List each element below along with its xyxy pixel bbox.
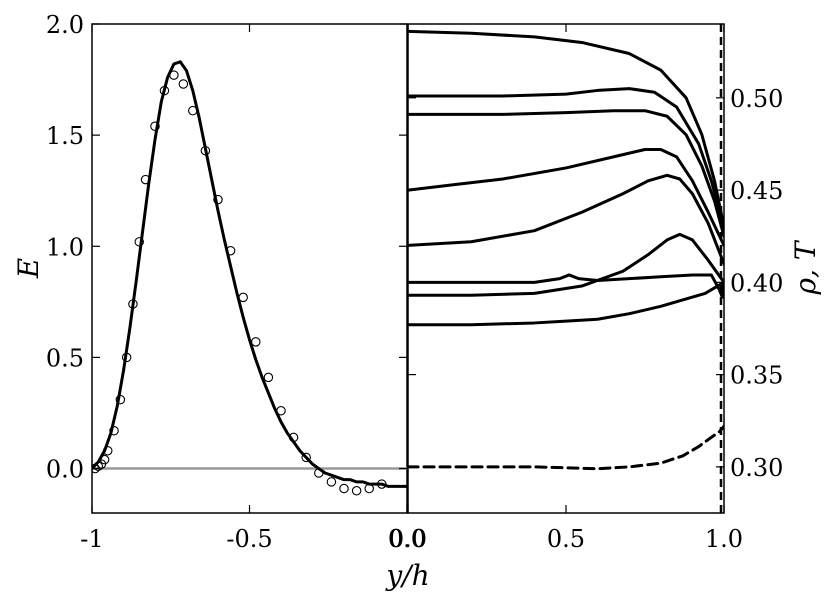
left-data-point: [134, 237, 145, 247]
right-y-tick-label: 0.45: [730, 177, 783, 205]
left-data-point: [339, 483, 349, 494]
left-data-point: [225, 245, 236, 256]
y-axis-label-right: ρ, T: [789, 239, 822, 295]
left-series-line-0: [92, 60, 407, 488]
left-data-point: [326, 477, 337, 487]
left-data-point: [188, 105, 198, 116]
right-series-line-1: [408, 87, 724, 229]
left-panel: -1 -0.5 0.0 0.0 0.5 1.0 1.5 2.0: [46, 11, 426, 553]
right-x-tick-label: 1.0: [705, 525, 743, 553]
right-dashed-series-line: [408, 424, 724, 471]
x-axis-label: y/h: [384, 559, 429, 592]
left-data-point: [128, 299, 138, 309]
right-x-tick-label: 0.5: [547, 525, 585, 553]
left-data-point: [109, 426, 119, 436]
left-data-point: [213, 194, 223, 205]
left-data-point: [314, 468, 324, 478]
right-series-line-0: [408, 29, 724, 229]
right-y-tick-label: 0.35: [730, 362, 783, 390]
right-series-line-7: [408, 273, 724, 299]
right-y-tick-label: 0.40: [730, 269, 783, 297]
left-data-point: [351, 486, 362, 496]
left-data-point: [200, 145, 211, 156]
left-data-point: [115, 394, 126, 405]
left-data-point: [364, 483, 374, 494]
right-series-line-5: [408, 232, 724, 297]
left-x-tick-label: 0.0: [388, 525, 426, 553]
left-data-point: [377, 479, 387, 489]
left-data-point: [159, 85, 170, 96]
y-axis-label-left: E: [12, 258, 45, 279]
left-plot-area: [92, 60, 407, 496]
left-data-point: [288, 432, 299, 443]
left-x-tick-label: -0.5: [226, 525, 272, 553]
left-y-tick-label: 2.0: [46, 11, 84, 39]
left-data-point: [93, 461, 104, 472]
left-y-tick-label: 0.0: [46, 456, 84, 484]
left-data-point: [103, 446, 113, 456]
right-series-line-4: [408, 173, 724, 266]
left-data-point: [150, 121, 160, 131]
left-y-tick-label: 1.0: [46, 233, 84, 261]
left-data-point: [140, 174, 151, 185]
right-panel: 0.0 0.5 1.0 0.30 0.35 0.40 0.45 0.50: [389, 23, 783, 553]
right-series-line-2: [408, 109, 724, 238]
right-series-line-3: [408, 147, 724, 247]
left-data-point: [276, 406, 286, 416]
left-data-point: [251, 337, 261, 347]
left-data-point: [169, 70, 179, 80]
left-y-tick-label: 0.5: [46, 344, 84, 372]
right-plot-area: [408, 24, 724, 513]
left-data-point: [238, 292, 248, 303]
right-y-tick-label: 0.50: [730, 85, 783, 113]
left-y-tick-label: 1.5: [46, 122, 84, 150]
left-data-point: [92, 463, 100, 474]
left-data-point: [121, 352, 132, 363]
right-x-tick-label: 0.0: [389, 525, 427, 553]
left-data-point: [263, 372, 274, 383]
left-data-point: [301, 452, 311, 463]
left-x-tick-label: -1: [80, 525, 103, 553]
right-y-tick-label: 0.30: [730, 454, 783, 482]
left-data-point: [99, 454, 110, 465]
left-data-point: [178, 79, 189, 89]
right-series-line-6: [408, 280, 724, 327]
